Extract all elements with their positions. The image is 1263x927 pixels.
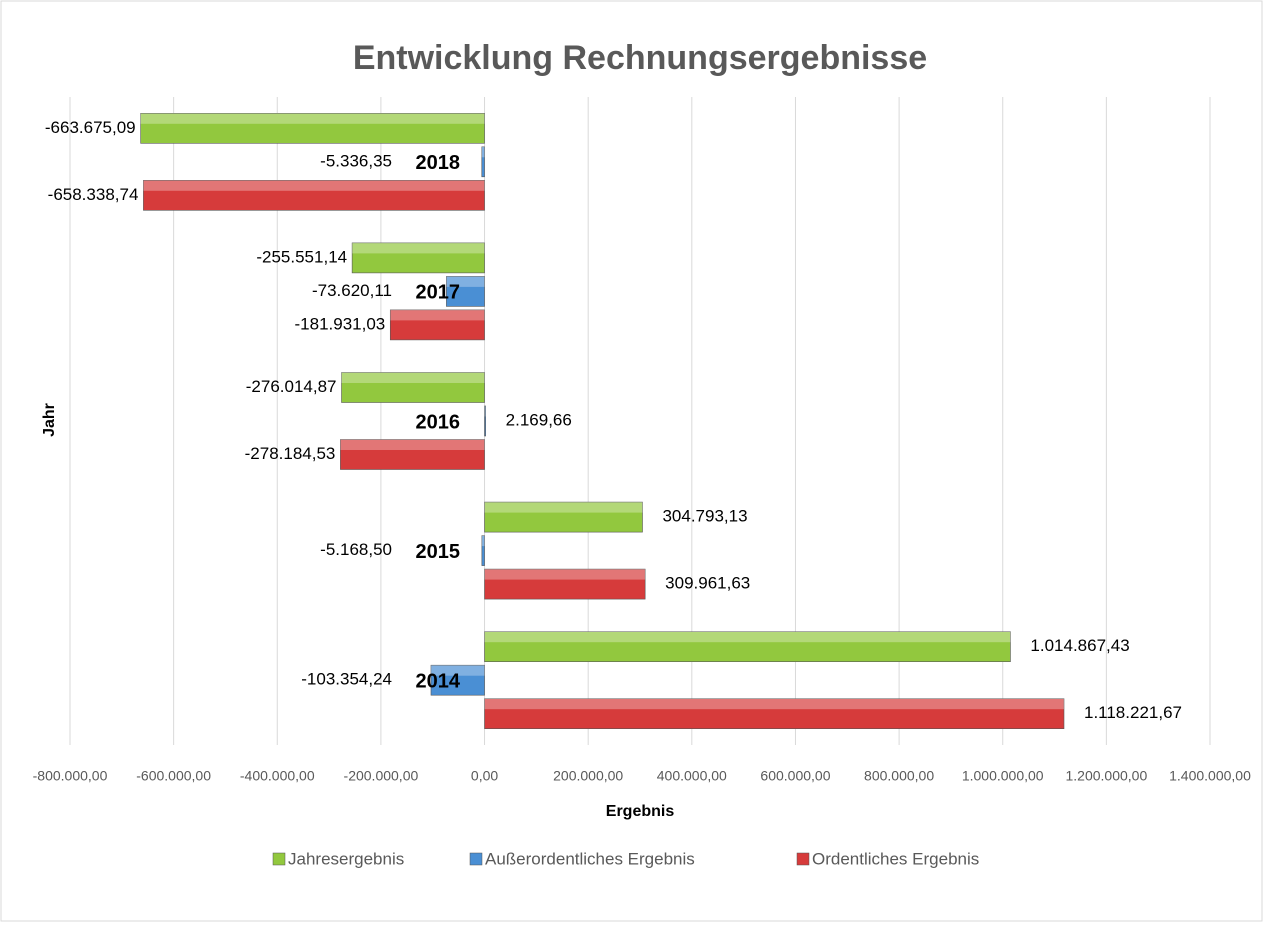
data-label: 309.961,63 [665,574,750,593]
y-tick-label: 2014 [416,670,461,692]
bar [140,113,485,144]
data-label: -5.336,35 [320,151,392,170]
bar [446,276,485,307]
x-tick-label: 800.000,00 [864,768,934,784]
bar-highlight [481,535,485,547]
bar-highlight [390,309,485,321]
y-tick-label: 2015 [416,541,461,563]
data-label: 1.118.221,67 [1084,703,1182,722]
bar-highlight [446,276,485,287]
bar [484,568,646,600]
data-label: 304.793,13 [662,507,747,526]
bar-highlight [484,569,646,580]
data-label: -658.338,74 [48,185,139,204]
legend-swatch [272,852,286,866]
bar-highlight [481,146,485,158]
bar-highlight [341,372,485,383]
x-tick-label: 1.400.000,00 [1169,768,1251,784]
x-tick-label: 600.000,00 [760,768,830,784]
x-tick-label: -600.000,00 [136,768,211,784]
data-label: -278.184,53 [245,444,336,463]
legend-label: Jahresergebnis [288,849,404,868]
legend-label: Außerordentliches Ergebnis [485,849,695,868]
data-label: -181.931,03 [295,314,386,333]
bar [430,664,485,696]
bar-highlight [484,406,486,417]
data-label: -276.014,87 [246,377,337,396]
bar-highlight [484,698,1064,710]
legend-label: Ordentliches Ergebnis [812,849,979,868]
x-tick-label: 200.000,00 [553,768,623,784]
bar [484,405,486,437]
bar [481,146,485,178]
x-tick-label: 1.200.000,00 [1065,768,1147,784]
x-tick-label: 1.000.000,00 [962,768,1044,784]
bar [484,631,1011,663]
bar [341,372,485,403]
bar-highlight [340,439,485,450]
x-tick-label: -800.000,00 [33,768,108,784]
bar [389,309,485,341]
bar-highlight [143,180,485,191]
bar [484,698,1065,730]
bar-highlight [484,631,1011,643]
y-tick-label: 2017 [416,282,461,304]
data-label: -663.675,09 [45,118,136,137]
x-tick-label: 0,00 [471,768,498,784]
data-label: -5.168,50 [320,540,392,559]
x-tick-label: -200.000,00 [344,768,419,784]
legend-swatch [796,852,810,866]
data-label: -73.620,11 [312,281,392,300]
x-tick-label: 400.000,00 [657,768,727,784]
bar [143,180,485,211]
bar [340,439,485,470]
y-tick-label: 2016 [416,411,461,433]
data-label: 1.014.867,43 [1030,636,1129,655]
bar [481,535,485,566]
data-label: -255.551,14 [256,247,347,266]
bar-highlight [484,502,643,513]
legend-swatch [469,852,483,866]
x-axis-title: Ergebnis [606,803,675,820]
data-label: 2.169,66 [506,410,572,429]
bar-highlight [352,242,485,254]
bar-highlight [140,113,485,124]
y-tick-label: 2018 [416,152,461,174]
data-label: -103.354,24 [301,670,392,689]
y-axis-title: Jahr [41,403,58,437]
bar-highlight [430,665,485,676]
chart-title: Entwicklung Rechnungsergebnisse [353,39,927,77]
bar [351,242,485,274]
bar [484,501,643,533]
x-tick-label: -400.000,00 [240,768,315,784]
